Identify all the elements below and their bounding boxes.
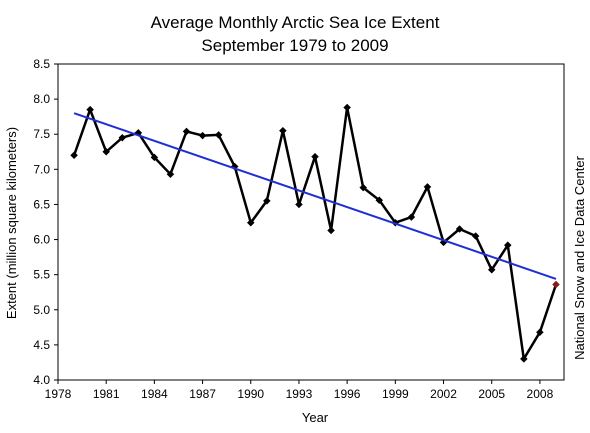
y-tick-label: 4.5 <box>33 338 50 352</box>
y-tick-label: 5.5 <box>33 268 50 282</box>
x-tick-label: 1993 <box>286 387 313 401</box>
x-axis: 1978 1981 1984 1987 1990 1993 1996 1999 2002 2005… <box>45 380 554 401</box>
plot-area <box>57 63 565 381</box>
x-tick-label: 1978 <box>45 387 72 401</box>
data-point <box>279 126 287 135</box>
data-point <box>375 196 384 205</box>
y-tick-label: 5.0 <box>33 303 50 317</box>
data-point <box>359 183 368 192</box>
data-point <box>487 265 496 274</box>
x-tick-label: 2005 <box>478 387 505 401</box>
data-point <box>552 280 560 289</box>
x-tick-label: 1984 <box>141 387 168 401</box>
data-point <box>118 133 127 142</box>
x-tick-label: 2002 <box>430 387 457 401</box>
data-point <box>455 225 464 233</box>
y-tick-label: 7.5 <box>33 127 50 141</box>
x-tick-label: 1981 <box>93 387 120 401</box>
data-point <box>182 127 191 136</box>
y-tick-label: 8.0 <box>33 92 50 106</box>
chart-subtitle: September 1979 to 2009 <box>201 36 388 55</box>
x-tick-label: 1990 <box>237 387 264 401</box>
y-tick-label: 6.5 <box>33 197 50 211</box>
y-tick-label: 8.5 <box>33 57 50 71</box>
data-point <box>423 183 432 191</box>
chart-title: Average Monthly Arctic Sea Ice Extent <box>151 13 440 32</box>
data-point <box>70 151 78 160</box>
x-tick-label: 1987 <box>189 387 216 401</box>
data-point <box>471 232 480 240</box>
y-tick-label: 6.0 <box>33 233 50 247</box>
data-point <box>86 105 94 114</box>
y-tick-label: 7.0 <box>33 162 50 176</box>
data-point <box>198 131 207 140</box>
series-layer <box>70 103 560 363</box>
data-point <box>311 152 319 161</box>
trend-line <box>73 112 557 280</box>
y-axis-label: Extent (million square kilometers) <box>4 127 19 319</box>
x-tick-label: 2008 <box>527 387 554 401</box>
data-point <box>262 197 271 205</box>
data-point <box>295 200 303 209</box>
x-tick-label: 1999 <box>382 387 409 401</box>
data-point <box>246 218 255 227</box>
data-point <box>407 213 416 221</box>
data-point <box>536 328 544 337</box>
y-tick-label: 4.0 <box>33 373 50 387</box>
series-line <box>72 106 558 361</box>
data-point <box>214 131 223 139</box>
credit-label: National Snow and Ice Data Center <box>572 155 587 359</box>
data-point <box>150 153 159 162</box>
data-point <box>102 147 111 156</box>
x-tick-label: 1996 <box>334 387 361 401</box>
data-point <box>166 170 175 179</box>
data-point <box>503 241 512 250</box>
data-point <box>327 226 335 235</box>
data-point <box>519 355 528 363</box>
data-point <box>343 103 351 112</box>
x-axis-label: Year <box>302 410 329 425</box>
y-axis: 4.0 4.5 5.0 5.5 6.0 6.5 7.0 7.5 8.0 8.5 <box>33 57 58 387</box>
